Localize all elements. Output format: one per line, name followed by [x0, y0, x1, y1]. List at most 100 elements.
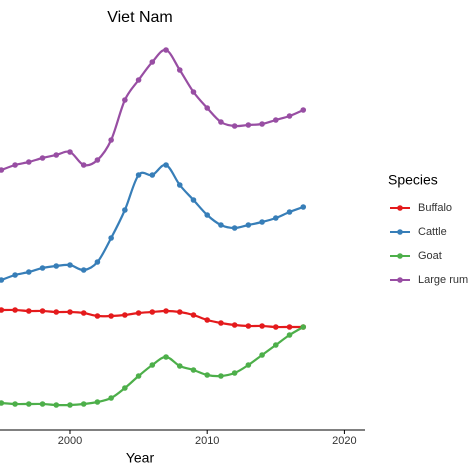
data-point — [204, 105, 210, 111]
data-point — [26, 401, 32, 407]
legend-dot — [397, 253, 403, 259]
data-point — [53, 309, 60, 315]
data-point — [176, 309, 183, 315]
data-point — [53, 402, 60, 408]
data-point — [53, 152, 60, 158]
data-point — [273, 342, 279, 348]
data-point — [300, 324, 307, 330]
data-point — [0, 400, 5, 406]
data-point — [286, 332, 293, 338]
legend-label: Large rum — [418, 274, 468, 286]
data-point — [218, 222, 224, 228]
data-point — [135, 172, 142, 178]
data-point — [67, 149, 73, 155]
data-point — [122, 312, 128, 318]
legend-title: Species — [388, 172, 438, 188]
data-point — [218, 320, 224, 326]
data-point — [163, 162, 169, 168]
legend-dot — [397, 229, 403, 235]
data-point — [94, 313, 101, 319]
legend-dot — [397, 205, 403, 211]
data-point — [163, 308, 169, 314]
x-tick-label: 2000 — [58, 435, 82, 447]
data-point — [135, 310, 142, 316]
data-point — [26, 308, 32, 314]
data-point — [39, 308, 46, 314]
data-point — [80, 401, 87, 407]
data-point — [286, 113, 293, 119]
data-point — [176, 67, 183, 73]
data-point — [231, 370, 238, 376]
data-point — [122, 385, 128, 391]
data-point — [26, 159, 32, 165]
data-point — [67, 402, 73, 408]
data-point — [67, 262, 73, 268]
data-point — [39, 155, 46, 161]
data-point — [259, 219, 265, 225]
data-point — [245, 362, 252, 368]
data-point — [12, 162, 18, 168]
data-point — [231, 123, 238, 129]
data-point — [135, 373, 142, 379]
x-axis-label: Year — [126, 450, 155, 466]
data-point — [0, 277, 5, 283]
data-point — [286, 209, 293, 215]
data-point — [190, 197, 197, 203]
data-point — [176, 363, 183, 369]
data-point — [218, 373, 224, 379]
data-point — [149, 309, 156, 315]
data-point — [39, 265, 46, 271]
x-tick-label: 2010 — [195, 435, 219, 447]
data-point — [245, 323, 252, 329]
legend-label: Goat — [418, 250, 442, 262]
data-point — [122, 97, 128, 103]
data-point — [135, 77, 142, 83]
data-point — [300, 107, 307, 113]
data-point — [231, 225, 238, 231]
data-point — [149, 172, 156, 178]
data-point — [204, 317, 210, 323]
data-point — [108, 395, 114, 401]
data-point — [0, 307, 5, 313]
data-point — [0, 167, 5, 173]
data-point — [245, 222, 252, 228]
data-point — [245, 122, 252, 128]
legend-label: Buffalo — [418, 202, 452, 214]
data-point — [259, 323, 265, 329]
data-point — [12, 401, 18, 407]
data-point — [176, 182, 183, 188]
data-point — [108, 137, 114, 143]
data-point — [80, 162, 87, 168]
chart-title: Viet Nam — [107, 9, 173, 26]
data-point — [26, 269, 32, 275]
data-point — [218, 119, 224, 125]
data-point — [163, 354, 169, 360]
legend-dot — [397, 277, 403, 283]
series-line — [0, 163, 304, 282]
data-point — [122, 207, 128, 213]
data-point — [190, 367, 197, 373]
data-point — [149, 362, 156, 368]
data-point — [259, 352, 265, 358]
data-point — [12, 272, 18, 278]
data-point — [12, 307, 18, 313]
data-point — [53, 263, 60, 269]
data-point — [190, 89, 197, 95]
data-point — [273, 324, 279, 330]
data-point — [80, 267, 87, 273]
data-point — [94, 399, 101, 405]
data-point — [273, 215, 279, 221]
legend-label: Cattle — [418, 226, 447, 238]
data-point — [108, 235, 114, 241]
data-point — [300, 204, 307, 210]
data-point — [39, 401, 46, 407]
data-point — [231, 322, 238, 328]
x-tick-label: 2020 — [332, 435, 356, 447]
data-point — [80, 310, 87, 316]
data-point — [286, 324, 293, 330]
series-line — [0, 48, 304, 172]
data-point — [273, 117, 279, 123]
data-point — [94, 157, 101, 163]
data-point — [190, 312, 197, 318]
